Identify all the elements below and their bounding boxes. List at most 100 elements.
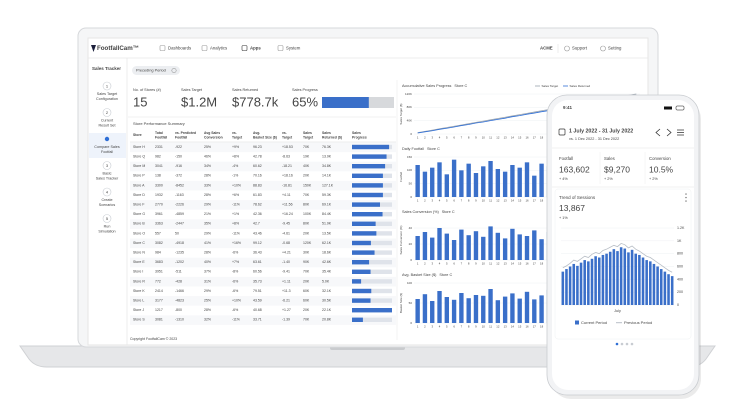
nav-item[interactable]: System bbox=[286, 46, 301, 51]
filter-chip[interactable] bbox=[132, 66, 180, 75]
chart-link[interactable]: Store C bbox=[427, 147, 440, 151]
page-dot[interactable] bbox=[620, 342, 624, 346]
progress-fill bbox=[322, 97, 369, 108]
x-tick-label: 15 bbox=[518, 136, 522, 140]
cell: 3300 bbox=[155, 183, 163, 187]
cell: 20K bbox=[303, 279, 310, 283]
step-label[interactable]: Sales Tracker bbox=[96, 176, 119, 180]
cell: 99.12 bbox=[253, 241, 262, 245]
cell: -1% bbox=[232, 174, 238, 178]
bar bbox=[466, 163, 471, 197]
cell: Store D bbox=[133, 193, 145, 197]
step-number: 2 bbox=[106, 110, 109, 115]
step-label[interactable]: Compare Sales bbox=[94, 145, 120, 149]
cell: 36.43 bbox=[253, 251, 262, 255]
step-label[interactable]: Basic bbox=[102, 171, 111, 175]
bar bbox=[422, 171, 428, 197]
x-tick-label: 10 bbox=[482, 325, 486, 329]
cell: 42.78 bbox=[253, 155, 262, 159]
x-tick-label: 18 bbox=[540, 325, 544, 329]
progress-track bbox=[352, 317, 392, 322]
progress-bar bbox=[352, 164, 386, 169]
bar bbox=[459, 293, 464, 323]
cell: 42.6K bbox=[322, 260, 332, 264]
prev-arrow[interactable] bbox=[655, 128, 661, 137]
step-dot bbox=[104, 136, 110, 142]
step-label[interactable]: Scenarios bbox=[99, 203, 116, 207]
cell: 30K bbox=[303, 251, 310, 255]
bar bbox=[634, 253, 638, 305]
step-label[interactable]: Create bbox=[101, 198, 112, 202]
account[interactable]: ACME bbox=[540, 46, 553, 51]
filter-label: Preceding Period bbox=[136, 68, 166, 73]
step-label[interactable]: Sales Target bbox=[97, 92, 117, 96]
chart-link[interactable]: Store C bbox=[454, 84, 467, 88]
progress-track bbox=[352, 279, 392, 284]
cell: 34% bbox=[204, 164, 211, 168]
kpi-label: Sales Target bbox=[181, 88, 203, 92]
nav-link[interactable]: Setting bbox=[608, 46, 622, 51]
x-tick-label: 18 bbox=[540, 199, 544, 203]
row-stripe bbox=[130, 219, 396, 229]
progress-bar bbox=[352, 308, 392, 313]
step-label[interactable]: Result Set bbox=[98, 123, 115, 127]
bar bbox=[473, 295, 479, 323]
page-dot[interactable] bbox=[615, 342, 619, 346]
chart-title: Sales Conversion (%) bbox=[402, 210, 439, 214]
cell: 43.59 bbox=[253, 299, 262, 303]
y-tick-label: 600 bbox=[677, 264, 683, 268]
cell: +1.11 bbox=[282, 279, 291, 283]
step-label[interactable]: Run bbox=[104, 224, 111, 228]
bar bbox=[608, 251, 612, 305]
cell: 33% bbox=[204, 183, 211, 187]
bar bbox=[459, 170, 464, 197]
nav-item[interactable]: Dashboards bbox=[168, 46, 191, 51]
step-number: 3 bbox=[106, 163, 109, 168]
y-tick-label: 80K bbox=[407, 105, 412, 109]
x-tick-label: 8 bbox=[468, 136, 470, 140]
bar bbox=[437, 162, 442, 197]
chart-link[interactable]: Store C bbox=[439, 273, 452, 277]
x-tick-label: 10 bbox=[482, 262, 486, 266]
progress-bar bbox=[352, 192, 383, 198]
bar bbox=[663, 271, 667, 305]
page-dot[interactable] bbox=[625, 342, 629, 346]
progress-bar bbox=[352, 154, 387, 159]
x-tick-label: 3 bbox=[431, 262, 433, 266]
step-label[interactable]: Footfall bbox=[101, 150, 113, 154]
x-tick-label: 8 bbox=[468, 199, 470, 203]
nav-item[interactable]: Analytics bbox=[210, 46, 227, 51]
cell: -1163 bbox=[175, 193, 184, 197]
next-arrow[interactable] bbox=[666, 128, 672, 137]
nav-link[interactable]: Support bbox=[572, 46, 588, 51]
step-circle bbox=[102, 187, 112, 197]
cell: Store E bbox=[133, 260, 145, 264]
metric-change: + 2% bbox=[604, 177, 613, 181]
cell: Store K bbox=[133, 289, 145, 293]
page-dot[interactable] bbox=[630, 342, 634, 346]
chart-link[interactable]: Store C bbox=[442, 210, 455, 214]
menu-icon[interactable] bbox=[677, 129, 684, 136]
y-tick-label: 0 bbox=[410, 132, 412, 136]
step-label[interactable]: Current bbox=[101, 118, 113, 122]
nav-item[interactable]: Apps bbox=[250, 46, 261, 51]
trend-title: Trend of Sessions bbox=[559, 195, 596, 200]
step-label[interactable]: Simulation bbox=[98, 229, 115, 233]
progress-track bbox=[352, 298, 392, 303]
cell: 100K bbox=[303, 212, 312, 216]
bar bbox=[587, 261, 590, 305]
x-tick-label: 8 bbox=[468, 325, 470, 329]
x-tick-label: 6 bbox=[453, 262, 455, 266]
calendar-icon[interactable] bbox=[558, 128, 566, 136]
cell: Store F bbox=[133, 203, 144, 207]
cell: Store G bbox=[133, 212, 145, 216]
cell: -511 bbox=[175, 270, 182, 274]
progress-track bbox=[352, 269, 392, 274]
filter-clear[interactable] bbox=[171, 68, 177, 73]
metric-change: + 4% bbox=[559, 177, 568, 181]
step-circle bbox=[102, 108, 112, 117]
cell: 3951 bbox=[155, 270, 163, 274]
step-label[interactable]: Configuration bbox=[96, 97, 118, 101]
cell: +8% bbox=[232, 155, 239, 159]
